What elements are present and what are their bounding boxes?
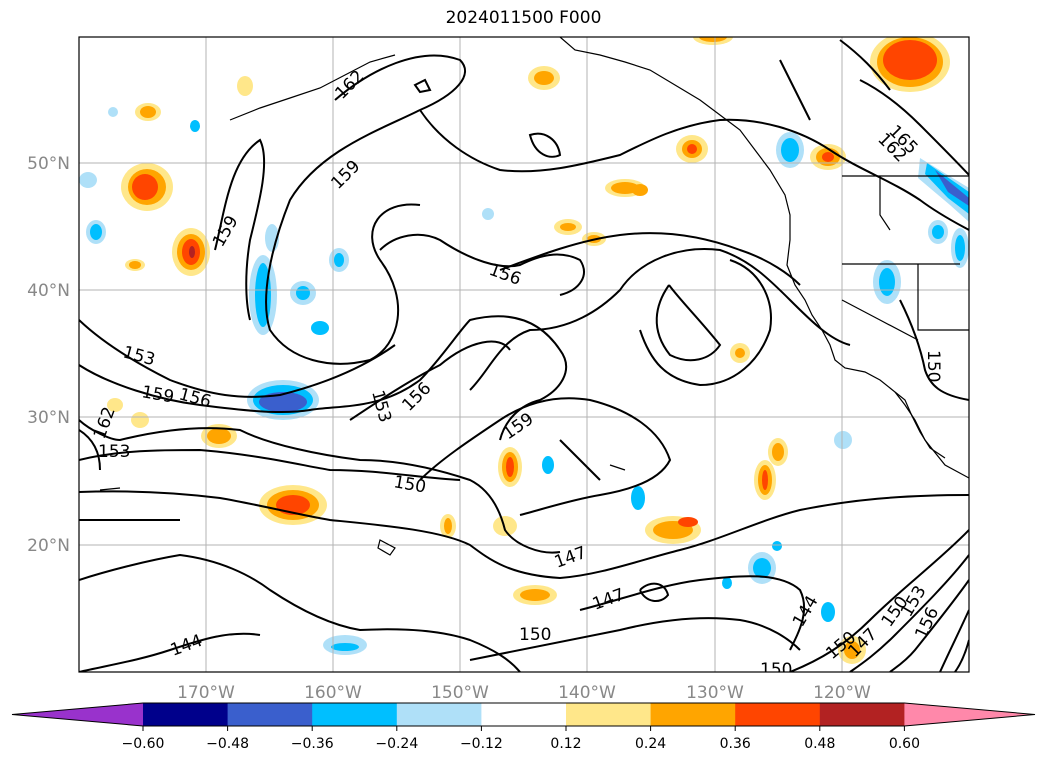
lon-label: 160°W [304, 683, 362, 703]
colorbar-tick-label: 0.24 [635, 736, 666, 752]
colorbar-segment [143, 703, 229, 726]
lat-label: 30°N [27, 408, 70, 428]
warm-anomaly-canada [870, 37, 950, 92]
coastlines [99, 37, 969, 556]
colorbar-tick-label: 0.48 [804, 736, 835, 752]
lon-label: 130°W [686, 683, 744, 703]
colorbar-tick-label: −0.36 [291, 736, 334, 752]
colorbar-tick-label: −0.24 [375, 736, 418, 752]
colorbar-extend-high [904, 703, 1035, 726]
colorbar-segment [227, 703, 313, 726]
colorbar-tick-label: −0.48 [206, 736, 249, 752]
colorbar-tick-label: 0.12 [550, 736, 581, 752]
lon-label: 120°W [813, 683, 871, 703]
colorbar-tick-label: −0.12 [460, 736, 503, 752]
colorbar-segment [819, 703, 905, 726]
lat-label: 20°N [27, 536, 70, 556]
warm-anomaly-west [121, 163, 173, 211]
colorbar-segment [481, 703, 567, 726]
contour-label: 153 [98, 442, 130, 462]
colorbar-segment [566, 703, 652, 726]
cold-anomaly-misc [79, 107, 969, 655]
colorbar-segment [396, 703, 482, 726]
lon-labels: 170°W 160°W 150°W 140°W 130°W 120°W [177, 683, 871, 703]
lon-label: 140°W [558, 683, 616, 703]
lon-label: 170°W [177, 683, 235, 703]
colorbar-extend-low [12, 703, 143, 726]
warm-anomaly-south [259, 485, 327, 525]
shaded-anomalies [79, 37, 969, 664]
lat-label: 50°N [27, 154, 70, 174]
contour-label: 150 [519, 625, 551, 645]
map-panel: 162 159 159 159 156 156 156 153 153 153 … [79, 37, 969, 680]
colorbar-segment [735, 703, 821, 726]
colorbar-segment [650, 703, 736, 726]
colorbar: −0.60 −0.48 −0.36 −0.24 −0.12 0.12 0.24 0.36 0.4… [11, 702, 1036, 752]
cold-anomaly-central [247, 380, 319, 420]
map-frame [78, 36, 970, 673]
lat-labels: 50°N 40°N 30°N 20°N [27, 154, 70, 556]
colorbar-segment [312, 703, 398, 726]
lon-label: 150°W [431, 683, 489, 703]
colorbar-tick-label: 0.60 [889, 736, 920, 752]
colorbar-tick-label: 0.36 [720, 736, 751, 752]
warm-anomaly-misc [107, 37, 866, 664]
lat-label: 40°N [27, 281, 70, 301]
contour-label: 150 [923, 350, 943, 382]
height-contours [79, 39, 969, 672]
map-title: 2024011500 F000 [445, 8, 602, 28]
colorbar-tick-label: −0.60 [122, 736, 165, 752]
warm-anomaly-dateline [172, 228, 210, 276]
contour-label: 150 [760, 660, 792, 680]
